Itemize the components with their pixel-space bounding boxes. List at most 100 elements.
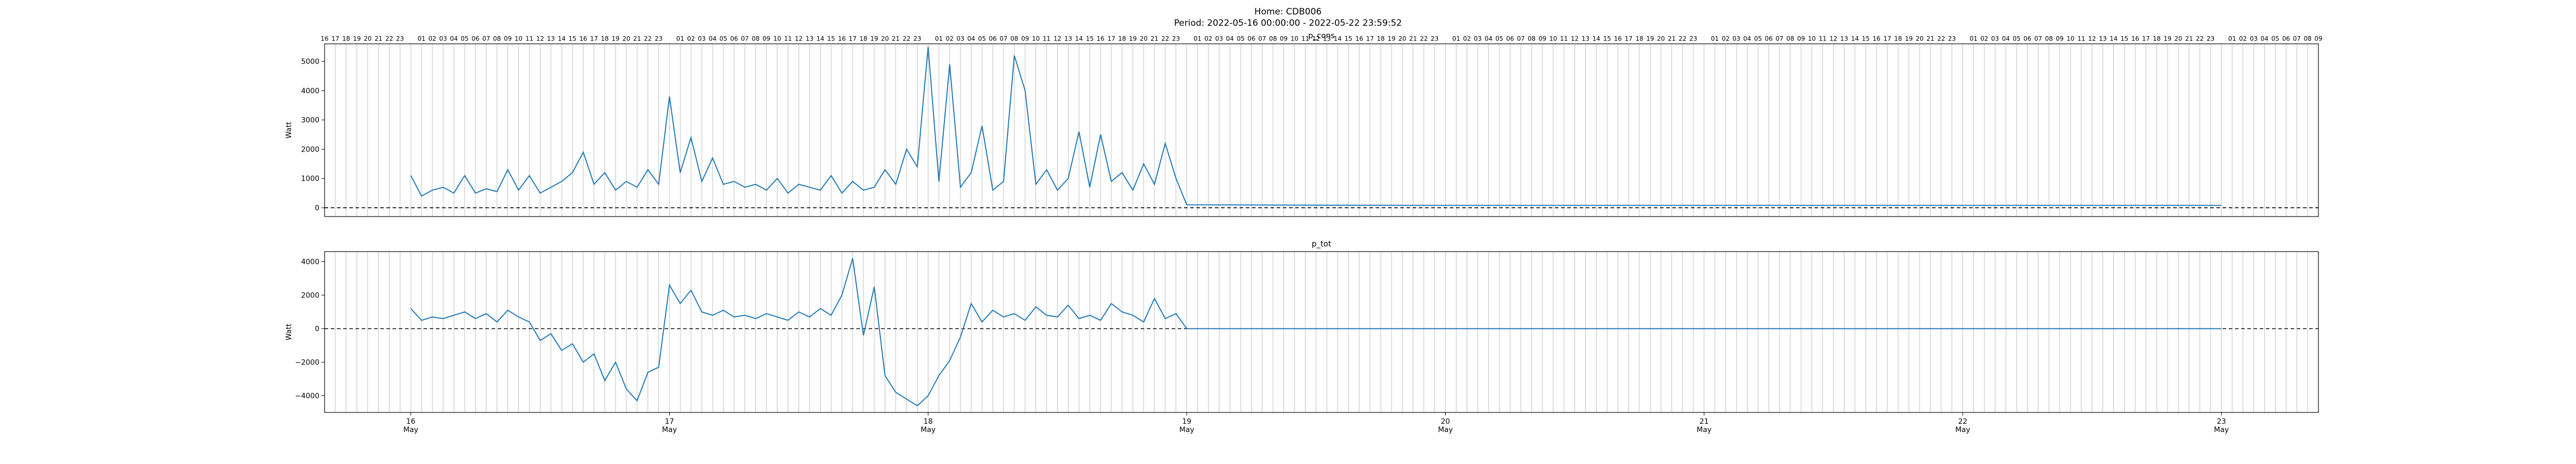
hour-tick-label: 02 bbox=[687, 35, 695, 42]
date-tick-day: 21 bbox=[1700, 418, 1709, 426]
hour-tick-label: 05 bbox=[978, 35, 986, 42]
hour-tick-label: 22 bbox=[385, 35, 393, 42]
hour-tick-label: 18 bbox=[342, 35, 350, 42]
hour-tick-label: 13 bbox=[547, 35, 555, 42]
hour-tick-label: 03 bbox=[1733, 35, 1740, 42]
hour-tick-label: 20 bbox=[622, 35, 630, 42]
hour-tick-label: 17 bbox=[1366, 35, 1374, 42]
hour-tick-label: 17 bbox=[849, 35, 856, 42]
hour-tick-label: 20 bbox=[881, 35, 889, 42]
date-tick-month: May bbox=[403, 426, 418, 434]
hour-tick-label: 03 bbox=[439, 35, 447, 42]
hour-tick-label: 21 bbox=[2185, 35, 2193, 42]
hour-tick-label: 07 bbox=[1775, 35, 1783, 42]
hour-tick-label: 16 bbox=[838, 35, 845, 42]
hour-tick-label: 17 bbox=[1625, 35, 1633, 42]
p-cons-hour-grid bbox=[324, 44, 2319, 217]
date-tick-month: May bbox=[2214, 426, 2229, 434]
hour-tick-label: 18 bbox=[601, 35, 608, 42]
p-cons-axes-frame bbox=[324, 43, 2319, 217]
date-tick-day: 19 bbox=[1182, 418, 1192, 426]
hour-tick-label: 06 bbox=[2282, 35, 2290, 42]
hour-tick-label: 21 bbox=[1926, 35, 1934, 42]
hour-tick-label: 16 bbox=[2131, 35, 2139, 42]
hour-tick-label: 01 bbox=[1194, 35, 1201, 42]
hour-tick-label: 08 bbox=[1269, 35, 1277, 42]
hour-tick-label: 02 bbox=[1722, 35, 1730, 42]
hour-tick-label: 18 bbox=[859, 35, 867, 42]
y-tick-label: 0 bbox=[315, 204, 319, 212]
hour-tick-label: 15 bbox=[827, 35, 835, 42]
hour-tick-label: 01 bbox=[935, 35, 943, 42]
hour-tick-label: 10 bbox=[1808, 35, 1816, 42]
hour-tick-label: 21 bbox=[1668, 35, 1675, 42]
y-tick-label: 4000 bbox=[301, 258, 319, 267]
y-tick-label: 4000 bbox=[301, 87, 319, 95]
hour-tick-label: 06 bbox=[989, 35, 996, 42]
p-tot-series-line bbox=[410, 258, 2222, 407]
hour-tick-label: 08 bbox=[2303, 35, 2311, 42]
hour-tick-label: 14 bbox=[1851, 35, 1859, 42]
hour-tick-label: 08 bbox=[493, 35, 501, 42]
hour-tick-label: 09 bbox=[2314, 35, 2322, 42]
y-tick-label: 2000 bbox=[301, 145, 319, 154]
hour-tick-label: 10 bbox=[1032, 35, 1040, 42]
hour-tick-label: 20 bbox=[1916, 35, 1923, 42]
date-tick-month: May bbox=[1955, 426, 1970, 434]
hour-tick-label: 15 bbox=[1345, 35, 1352, 42]
hour-tick-label: 10 bbox=[1549, 35, 1557, 42]
hour-tick-label: 06 bbox=[1506, 35, 1514, 42]
hour-tick-label: 22 bbox=[903, 35, 910, 42]
hour-tick-label: 01 bbox=[676, 35, 684, 42]
hour-tick-label: 11 bbox=[1560, 35, 1568, 42]
hour-tick-label: 17 bbox=[1884, 35, 1891, 42]
hour-tick-label: 05 bbox=[1236, 35, 1244, 42]
hour-tick-label: 04 bbox=[1743, 35, 1751, 42]
hour-tick-label: 22 bbox=[1679, 35, 1686, 42]
hour-tick-label: 02 bbox=[946, 35, 954, 42]
hour-tick-label: 15 bbox=[1086, 35, 1094, 42]
hour-tick-label: 14 bbox=[558, 35, 566, 42]
hour-tick-label: 20 bbox=[1657, 35, 1665, 42]
hour-tick-label: 10 bbox=[1291, 35, 1298, 42]
hour-tick-label: 08 bbox=[1528, 35, 1535, 42]
hour-tick-label: 18 bbox=[2153, 35, 2161, 42]
hour-tick-label: 11 bbox=[1301, 35, 1309, 42]
hour-tick-label: 23 bbox=[1431, 35, 1438, 42]
hour-tick-label: 07 bbox=[1258, 35, 1266, 42]
hour-tick-label: 17 bbox=[1107, 35, 1115, 42]
hour-tick-label: 20 bbox=[1398, 35, 1406, 42]
hour-tick-label: 08 bbox=[752, 35, 759, 42]
hour-tick-label: 22 bbox=[644, 35, 652, 42]
hour-tick-label: 09 bbox=[762, 35, 770, 42]
hour-tick-label: 20 bbox=[1140, 35, 1147, 42]
p-tot-hour-grid bbox=[324, 252, 2319, 412]
hour-tick-label: 15 bbox=[568, 35, 576, 42]
hour-tick-label: 06 bbox=[1765, 35, 1772, 42]
hour-tick-label: 03 bbox=[1474, 35, 1482, 42]
hour-tick-label: 16 bbox=[1097, 35, 1105, 42]
hour-tick-label: 12 bbox=[1054, 35, 1061, 42]
hour-tick-label: 16 bbox=[579, 35, 587, 42]
hour-tick-label: 05 bbox=[2013, 35, 2021, 42]
date-tick-month: May bbox=[921, 426, 936, 434]
y-tick-label: −4000 bbox=[295, 392, 319, 401]
hour-tick-label: 09 bbox=[1797, 35, 1805, 42]
hour-tick-label: 23 bbox=[396, 35, 404, 42]
hour-tick-label: 17 bbox=[331, 35, 339, 42]
hour-tick-label: 23 bbox=[913, 35, 921, 42]
date-tick-month: May bbox=[1179, 426, 1194, 434]
hour-tick-label: 23 bbox=[2207, 35, 2214, 42]
hour-tick-label: 04 bbox=[708, 35, 716, 42]
date-tick-month: May bbox=[1438, 426, 1453, 434]
hour-tick-label: 03 bbox=[1215, 35, 1223, 42]
hour-tick-label: 19 bbox=[1129, 35, 1137, 42]
hour-tick-label: 03 bbox=[698, 35, 706, 42]
hour-tick-label: 22 bbox=[1420, 35, 1428, 42]
hour-tick-label: 11 bbox=[1819, 35, 1826, 42]
date-tick-month: May bbox=[662, 426, 677, 434]
hour-tick-label: 12 bbox=[795, 35, 803, 42]
hour-tick-label: 11 bbox=[1043, 35, 1050, 42]
y-tick-label: 1000 bbox=[301, 175, 319, 183]
